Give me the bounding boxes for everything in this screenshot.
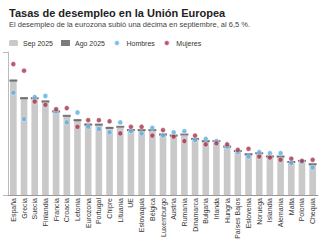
svg-text:Alemania: Alemania xyxy=(277,198,284,227)
svg-text:Portugal: Portugal xyxy=(95,198,103,225)
svg-text:Hombres: Hombres xyxy=(126,40,155,47)
svg-text:Dinamarca: Dinamarca xyxy=(192,198,199,232)
svg-text:Finlandia: Finlandia xyxy=(42,198,49,227)
svg-text:Grecia: Grecia xyxy=(21,198,28,219)
svg-text:UE: UE xyxy=(127,198,134,208)
svg-text:Letonia: Letonia xyxy=(74,198,81,221)
svg-text:Bulgaria: Bulgaria xyxy=(202,198,210,224)
svg-text:Tasas de desempleo en la Unión: Tasas de desempleo en la Unión Europea xyxy=(9,7,226,19)
svg-text:Chequia: Chequia xyxy=(309,198,317,224)
svg-text:Rumanía: Rumanía xyxy=(181,198,188,227)
svg-text:Hungría: Hungría xyxy=(224,198,232,223)
svg-text:Austria: Austria xyxy=(170,198,177,220)
svg-text:Francia: Francia xyxy=(53,198,60,221)
svg-text:Países Bajos: Países Bajos xyxy=(234,198,242,239)
svg-text:Lituania: Lituania xyxy=(117,198,124,223)
svg-text:Malta: Malta xyxy=(288,198,295,215)
svg-text:Irlanda: Irlanda xyxy=(213,198,220,220)
svg-text:Mujeres: Mujeres xyxy=(176,40,201,48)
svg-text:Eslovenia: Eslovenia xyxy=(245,198,252,228)
svg-text:Luxemburgo: Luxemburgo xyxy=(160,198,168,237)
svg-text:Islandia: Islandia xyxy=(266,198,273,222)
svg-text:Croacia: Croacia xyxy=(63,198,70,222)
svg-text:Bélgica: Bélgica xyxy=(149,198,157,221)
svg-text:Polonia: Polonia xyxy=(298,198,305,221)
svg-text:Chipre: Chipre xyxy=(106,198,114,219)
svg-text:Eslovaquia: Eslovaquia xyxy=(138,198,146,232)
svg-text:El desempleo de la eurozona su: El desempleo de la eurozona subió una dé… xyxy=(9,20,250,29)
svg-text:Ago 2025: Ago 2025 xyxy=(75,40,105,48)
svg-text:España: España xyxy=(10,198,18,222)
svg-text:Noruega: Noruega xyxy=(256,198,264,225)
svg-text:Eurozona: Eurozona xyxy=(85,198,92,228)
svg-text:Sep 2025: Sep 2025 xyxy=(23,40,53,48)
svg-text:Suecia: Suecia xyxy=(31,198,38,220)
